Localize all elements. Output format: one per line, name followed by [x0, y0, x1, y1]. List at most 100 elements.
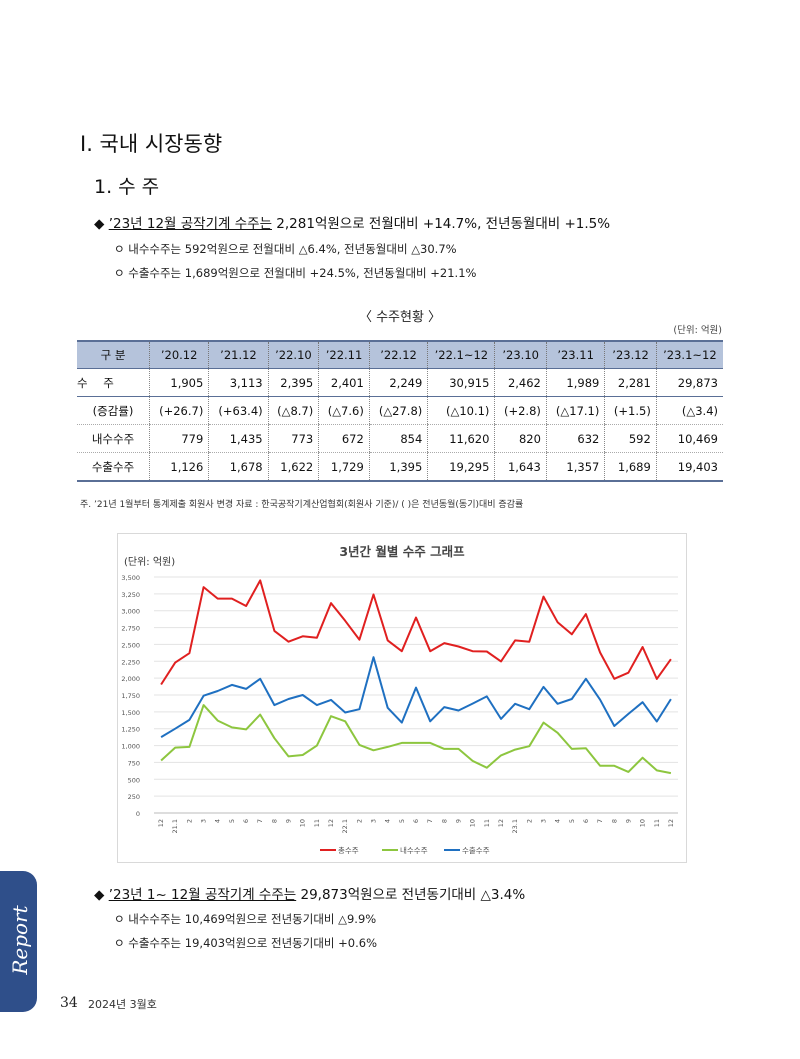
table-cell: 1,643	[494, 452, 547, 482]
table-cell: 1,689	[604, 452, 657, 482]
table-cell: (+26.7)	[148, 396, 209, 425]
y-tick-label: 1,000	[121, 743, 140, 751]
table-cell: 1,905	[148, 368, 209, 397]
table-cell: 19,403	[655, 452, 723, 482]
table-header: ’20.12	[148, 340, 209, 369]
y-tick-label: 2,250	[121, 658, 140, 666]
table-cell: 1,622	[267, 452, 319, 482]
table-cell: 3,113	[208, 368, 269, 397]
diamond-bullet: ◆	[94, 887, 109, 903]
x-tick-label: 4	[554, 819, 562, 823]
x-tick-label: 3	[539, 819, 547, 823]
table-cell: 632	[545, 424, 605, 453]
x-tick-label: 5	[568, 819, 576, 823]
table-cell: 672	[318, 424, 370, 453]
x-tick-label: 7	[426, 819, 434, 823]
table-cell: 19,295	[427, 452, 495, 482]
x-tick-label: 8	[610, 819, 618, 823]
x-tick-label: 7	[596, 819, 604, 823]
export-orders-summary: ㅇ 수출수주는 1,689억원으로 전월대비 +24.5%, 전년동월대비 +2…	[114, 266, 477, 280]
x-tick-label: 23.1	[511, 819, 519, 833]
row-label: 수출수주	[77, 452, 150, 482]
y-tick-label: 2,750	[121, 625, 140, 633]
x-tick-label: 6	[412, 819, 420, 823]
x-tick-label: 12	[327, 819, 335, 827]
x-tick-label: 12	[157, 819, 165, 827]
row-label: 수 주	[77, 368, 150, 397]
chart-unit-label: (단위: 억원)	[124, 555, 175, 568]
monthly-orders-summary: ◆ ’23년 12월 공작기계 수주는 2,281억원으로 전월대비 +14.7…	[94, 212, 610, 232]
table-row: 내수수주 779 1,435 773 672 854 11,620 820 63…	[77, 424, 723, 453]
x-tick-label: 8	[270, 819, 278, 823]
table-row: 수출수주 1,126 1,678 1,622 1,729 1,395 19,29…	[77, 452, 723, 482]
summary-subject: ’23년 1~ 12월 공작기계 수주는	[108, 887, 297, 903]
x-tick-label: 5	[398, 819, 406, 823]
orders-table: 구 분 ’20.12 ’21.12 ’22.10 ’22.11 ’22.12 ’…	[77, 340, 723, 482]
x-tick-label: 11	[313, 819, 321, 827]
table-header: 구 분	[77, 340, 150, 369]
x-tick-label: 8	[440, 819, 448, 823]
table-cell: (+63.4)	[208, 396, 269, 425]
table-cell: (+2.8)	[494, 396, 547, 425]
table-cell: 2,281	[604, 368, 657, 397]
report-side-tab	[0, 871, 37, 1012]
section-title: Ⅰ. 국내 시장동향	[80, 132, 223, 156]
legend-label: 내수수주	[400, 846, 428, 855]
table-header: ’22.10	[267, 340, 319, 369]
table-unit: (단위: 억원)	[673, 325, 722, 336]
table-footnote: 주. ’21년 1월부터 통계제출 회원사 변경 자료 : 한국공작기계산업협회…	[80, 500, 524, 510]
summary-detail: 2,281억원으로 전월대비 +14.7%, 전년동월대비 +1.5%	[272, 216, 611, 232]
x-tick-label: 9	[624, 819, 632, 823]
table-cell: 854	[368, 424, 428, 453]
x-tick-label: 2	[525, 819, 533, 823]
diamond-bullet: ◆	[94, 216, 109, 232]
table-cell: (△17.1)	[545, 396, 605, 425]
table-title: 〈 수주현황 〉	[358, 310, 442, 325]
y-tick-label: 1,500	[121, 709, 140, 717]
table-header-row: 구 분 ’20.12 ’21.12 ’22.10 ’22.11 ’22.12 ’…	[77, 340, 723, 369]
domestic-orders-summary: ㅇ 내수수주는 592억원으로 전월대비 △6.4%, 전년동월대비 △30.7…	[114, 242, 457, 256]
x-tick-label: 10	[299, 819, 307, 827]
annual-domestic-summary: ㅇ 내수수주는 10,469억원으로 전년동기대비 △9.9%	[114, 912, 377, 926]
table-cell: 10,469	[655, 424, 723, 453]
x-tick-label: 22.1	[341, 819, 349, 833]
table-cell: 30,915	[427, 368, 495, 397]
table-cell: (△10.1)	[427, 396, 495, 425]
table-cell: 1,678	[208, 452, 269, 482]
x-tick-label: 7	[256, 819, 264, 823]
y-tick-label: 2,500	[121, 641, 140, 649]
issue-label: 2024년 3월호	[88, 998, 157, 1011]
y-tick-label: 250	[128, 793, 140, 801]
x-tick-label: 11	[483, 819, 491, 827]
page-number: 34	[60, 995, 78, 1011]
table-header: ’22.1~12	[427, 340, 495, 369]
table-cell: 2,249	[368, 368, 428, 397]
y-tick-label: 3,500	[121, 574, 140, 582]
table-header: ’23.1~12	[655, 340, 723, 369]
chart-title: 3년간 월별 수주 그래프	[339, 544, 465, 559]
table-cell: 820	[494, 424, 547, 453]
table-row: 수 주 1,905 3,113 2,395 2,401 2,249 30,915…	[77, 368, 723, 397]
x-tick-label: 10	[639, 819, 647, 827]
series-line	[160, 704, 672, 775]
table-cell: 773	[267, 424, 319, 453]
y-tick-label: 3,000	[121, 608, 140, 616]
table-header: ’23.12	[604, 340, 657, 369]
y-tick-label: 2,000	[121, 675, 140, 683]
x-tick-label: 5	[228, 819, 236, 823]
table-cell: (+1.5)	[604, 396, 657, 425]
table-header: ’21.12	[208, 340, 269, 369]
x-tick-label: 6	[582, 819, 590, 823]
row-label: 내수수주	[77, 424, 150, 453]
table-header: ’23.11	[545, 340, 605, 369]
x-tick-label: 9	[285, 819, 293, 823]
table-cell: 2,395	[267, 368, 319, 397]
y-tick-label: 750	[128, 759, 140, 767]
x-tick-label: 3	[200, 819, 208, 823]
series-line	[160, 579, 672, 686]
legend-label: 수출수주	[462, 845, 490, 855]
summary-detail: 29,873억원으로 전년동기대비 △3.4%	[296, 887, 526, 903]
x-tick-label: 21.1	[171, 819, 179, 833]
table-header: ’22.12	[368, 340, 428, 369]
x-tick-label: 9	[454, 819, 462, 823]
